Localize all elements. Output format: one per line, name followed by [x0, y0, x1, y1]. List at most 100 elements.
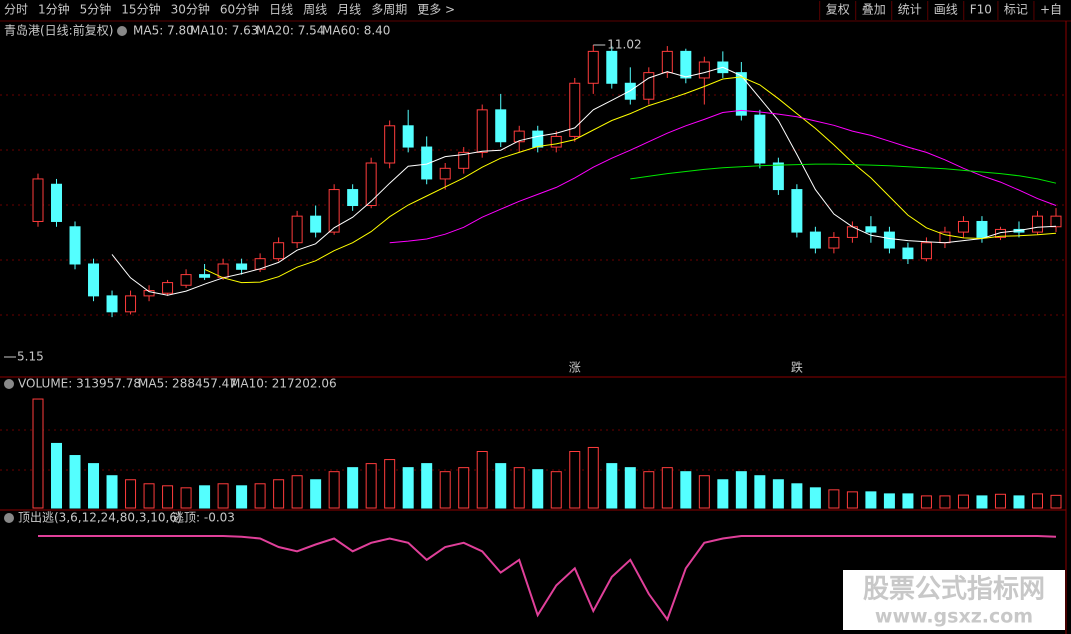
- candle-body: [402, 125, 414, 148]
- volume-bar: [328, 471, 340, 509]
- period-tab[interactable]: 多周期: [371, 3, 407, 17]
- volume-bar: [1050, 494, 1062, 509]
- series-line: [38, 535, 1057, 622]
- tool-button[interactable]: 标记: [1004, 3, 1028, 17]
- candle-body: [291, 215, 303, 244]
- indicator-title: 顶出逃(3,6,12,24,80,3,10,6): [18, 511, 182, 525]
- volume-bar: [347, 467, 359, 509]
- volume-bar: [902, 493, 914, 509]
- volume-bar: [717, 479, 729, 509]
- candle-body: [828, 236, 840, 249]
- volume-bar: [791, 483, 803, 509]
- watermark-box: [843, 570, 1065, 630]
- candle-body: [106, 295, 118, 313]
- candle-body: [976, 220, 988, 238]
- candle-body: [698, 61, 710, 79]
- volume-bar: [1013, 495, 1025, 509]
- tool-button[interactable]: F10: [970, 3, 992, 17]
- candle-body: [809, 231, 821, 249]
- volume-bar: [254, 483, 266, 509]
- collapse-icon[interactable]: [117, 26, 127, 36]
- tool-button[interactable]: 叠加: [862, 3, 886, 17]
- period-tab[interactable]: 周线: [303, 3, 327, 17]
- candle-body: [365, 162, 377, 207]
- collapse-icon[interactable]: [4, 379, 14, 389]
- candle-body: [88, 263, 100, 297]
- candle-body: [865, 226, 877, 233]
- candle-body: [883, 231, 895, 249]
- period-tab[interactable]: 1分钟: [38, 2, 70, 17]
- volume-bar: [606, 463, 618, 509]
- candle-body: [458, 151, 470, 169]
- period-tab[interactable]: 日线: [269, 3, 293, 17]
- tool-button[interactable]: 统计: [898, 3, 922, 17]
- candle-body: [217, 263, 229, 278]
- volume-bar: [421, 463, 433, 509]
- volume-bar: [680, 471, 692, 509]
- series-line: [630, 163, 1057, 184]
- volume-bar: [291, 475, 303, 509]
- volume-bar: [532, 469, 544, 509]
- period-tab[interactable]: 分时: [4, 3, 28, 17]
- volume-bar: [957, 494, 969, 509]
- candle-body: [384, 125, 396, 164]
- candle-body: [495, 109, 507, 143]
- series-line: [389, 109, 1057, 244]
- candle-body: [69, 226, 81, 265]
- candle-body: [920, 242, 932, 260]
- candle-body: [199, 274, 211, 278]
- volume-bar: [661, 467, 673, 509]
- candle-body: [513, 130, 525, 143]
- candle-body: [994, 228, 1006, 238]
- volume-bar: [439, 471, 451, 509]
- volume-bar: [976, 495, 988, 509]
- period-tab[interactable]: 更多 >: [417, 3, 455, 17]
- candle-body: [180, 274, 192, 286]
- high-label: 11.02: [607, 38, 641, 52]
- tool-button[interactable]: +自: [1040, 3, 1062, 17]
- candle-body: [125, 295, 137, 313]
- volume-bar: [624, 467, 636, 509]
- volume-bar: [458, 467, 470, 509]
- candle-body: [957, 220, 969, 233]
- legend-entry: 逃顶: -0.03: [172, 511, 235, 525]
- watermark-title: 股票公式指标网: [863, 575, 1045, 605]
- candle-body: [1050, 215, 1062, 228]
- candle-body: [569, 82, 581, 137]
- period-tab[interactable]: 30分钟: [171, 2, 210, 17]
- volume-bar: [217, 483, 229, 509]
- volume-bar: [920, 495, 932, 509]
- period-tab[interactable]: 月线: [337, 3, 361, 17]
- volume-bar: [754, 475, 766, 509]
- volume-bar: [735, 471, 747, 509]
- candle-body: [680, 50, 692, 79]
- volume-bar: [310, 479, 322, 509]
- volume-bar: [569, 451, 581, 509]
- volume-bar: [32, 398, 44, 509]
- volume-bar: [199, 485, 211, 509]
- candle-body: [347, 189, 359, 207]
- volume-bar: [587, 446, 599, 509]
- volume-bar: [273, 479, 285, 509]
- volume-bar: [865, 491, 877, 509]
- plot: 11.02 5.15 涨 跌: [4, 38, 1062, 622]
- candle-body: [1031, 215, 1043, 233]
- candle-body: [735, 72, 747, 116]
- tool-button[interactable]: 复权: [826, 3, 850, 17]
- candle-body: [791, 189, 803, 233]
- period-tab[interactable]: 15分钟: [121, 2, 160, 17]
- tool-button[interactable]: 画线: [934, 3, 958, 17]
- candle-body: [476, 109, 488, 153]
- volume-bar: [846, 491, 858, 509]
- series-line: [204, 76, 1057, 284]
- period-tab[interactable]: 60分钟: [220, 2, 259, 17]
- collapse-icon[interactable]: [4, 513, 14, 523]
- signal-label: 跌: [791, 360, 803, 375]
- volume-bar: [236, 485, 248, 509]
- period-tab[interactable]: 5分钟: [80, 2, 112, 17]
- volume-bar: [162, 485, 174, 509]
- volume-bar: [550, 471, 562, 509]
- candle-body: [162, 282, 174, 294]
